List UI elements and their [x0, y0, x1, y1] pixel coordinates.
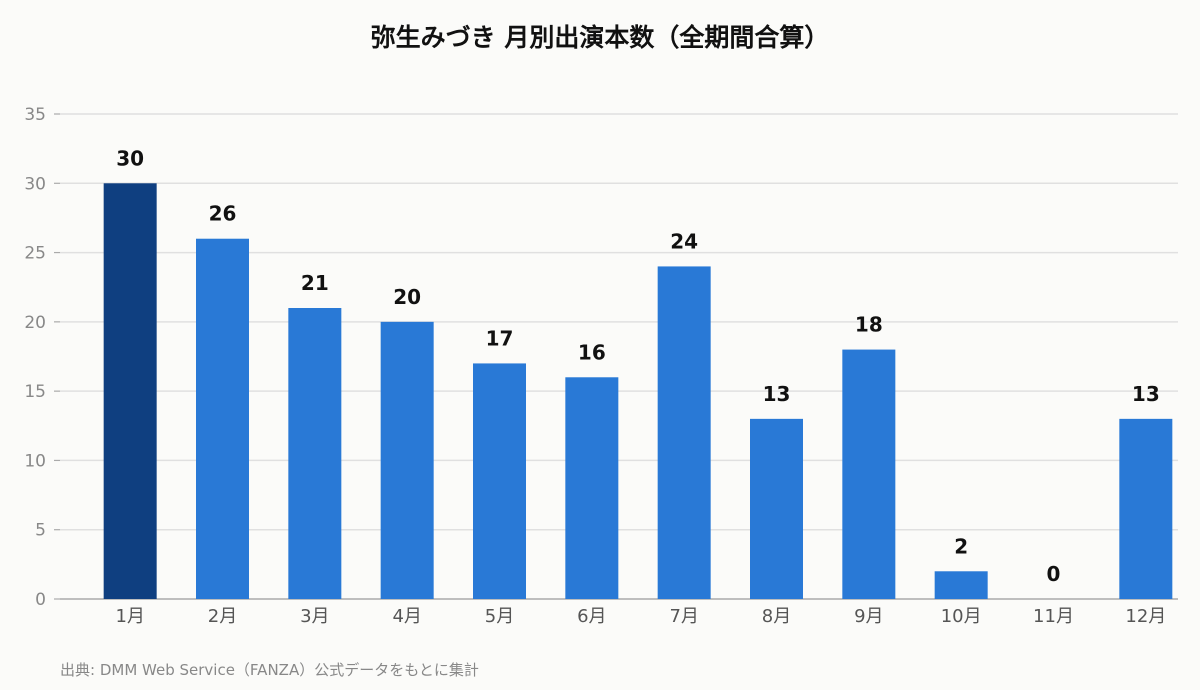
- bar-value-label: 26: [209, 202, 237, 226]
- bar: [288, 308, 342, 599]
- bar-value-label: 13: [763, 382, 791, 406]
- bar: [196, 238, 249, 599]
- y-tick-label: 15: [24, 382, 46, 402]
- x-tick-label: 2月: [208, 606, 237, 627]
- bar-value-label: 18: [855, 313, 883, 337]
- y-tick-label: 0: [35, 590, 46, 610]
- x-tick-label: 3月: [300, 606, 329, 627]
- y-tick-label: 10: [24, 451, 46, 471]
- bar-value-label: 24: [670, 229, 698, 253]
- x-tick-label: 9月: [854, 606, 883, 627]
- y-tick-label: 25: [24, 244, 46, 264]
- bar: [380, 321, 434, 599]
- y-tick-label: 35: [24, 105, 46, 125]
- bar: [657, 266, 711, 599]
- x-tick-label: 4月: [392, 606, 421, 627]
- bar-value-label: 2: [954, 534, 968, 558]
- bar: [1119, 418, 1173, 599]
- source-note: 出典: DMM Web Service（FANZA）公式データをもとに集計: [60, 661, 479, 679]
- x-tick-label: 11月: [1033, 606, 1074, 627]
- x-tick-label: 7月: [669, 606, 698, 627]
- x-tick-label: 1月: [115, 606, 144, 627]
- bar-value-label: 16: [578, 340, 606, 364]
- bar: [103, 183, 157, 600]
- x-tick-label: 12月: [1125, 606, 1166, 627]
- bar: [934, 571, 988, 599]
- y-tick-label: 5: [35, 521, 46, 541]
- bar: [842, 349, 896, 599]
- bar: [565, 377, 619, 599]
- bar-value-label: 20: [393, 285, 421, 309]
- y-tick-label: 30: [24, 174, 46, 194]
- bar-value-label: 0: [1047, 562, 1061, 586]
- y-tick-label: 20: [24, 313, 46, 333]
- bar-value-label: 13: [1132, 382, 1160, 406]
- x-tick-label: 5月: [485, 606, 514, 627]
- x-tick-label: 10月: [941, 606, 982, 627]
- x-tick-label: 6月: [577, 606, 606, 627]
- bar-value-label: 30: [116, 146, 144, 170]
- bar: [473, 363, 526, 599]
- x-tick-label: 8月: [762, 606, 791, 627]
- bar: [750, 418, 803, 599]
- chart-title: 弥生みづき 月別出演本数（全期間合算）: [370, 23, 830, 52]
- bar-value-label: 21: [301, 271, 329, 295]
- bar-value-label: 17: [486, 326, 514, 350]
